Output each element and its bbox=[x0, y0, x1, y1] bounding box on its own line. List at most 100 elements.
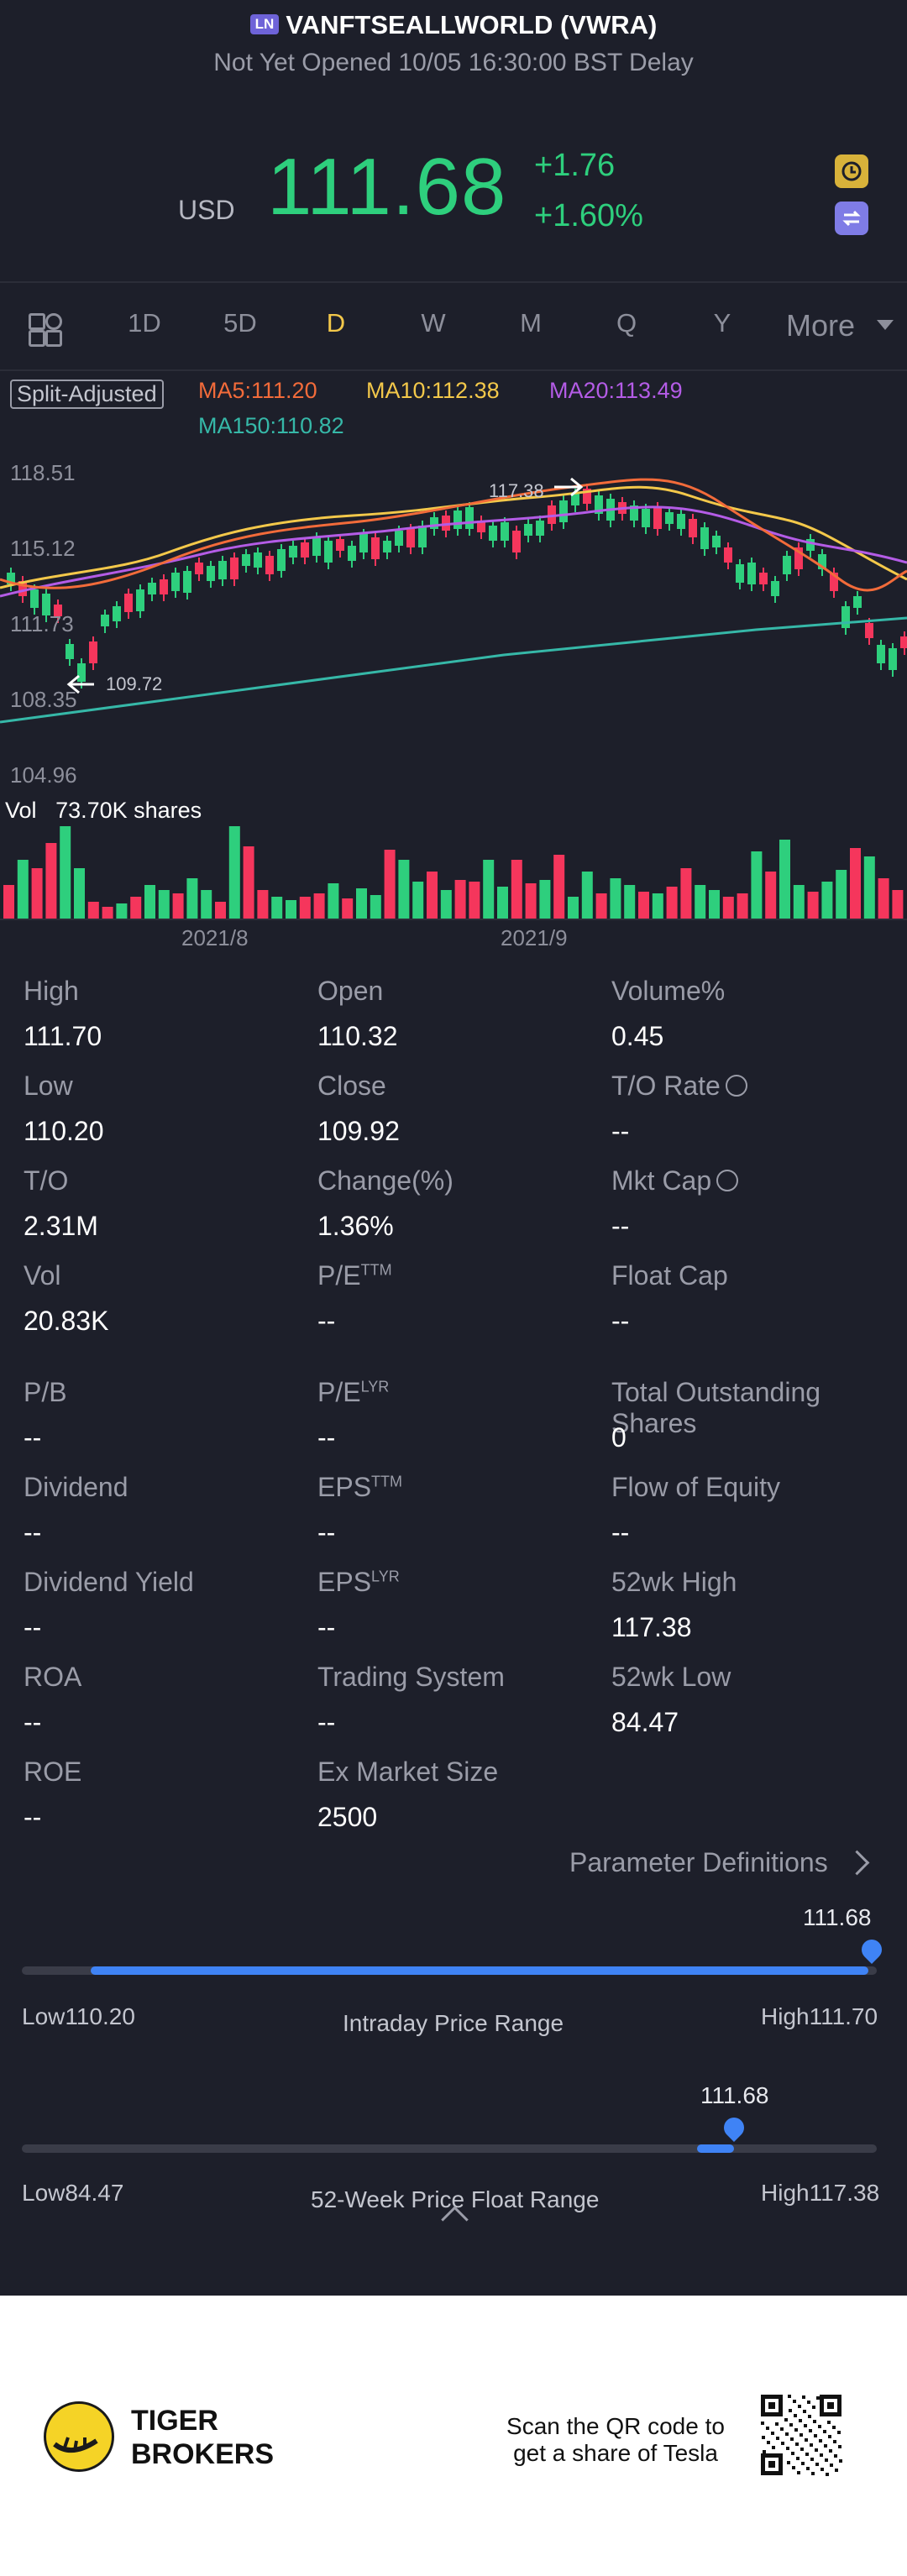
stat-value: 2.31M bbox=[24, 1211, 98, 1241]
qr-module bbox=[766, 2427, 769, 2430]
qr-module bbox=[819, 2439, 822, 2442]
qr-module bbox=[795, 2442, 799, 2446]
volume-bar bbox=[31, 868, 43, 919]
qr-module bbox=[832, 2426, 836, 2429]
tab-q[interactable]: Q bbox=[616, 308, 637, 338]
tab-m[interactable]: M bbox=[520, 308, 542, 338]
info-icon[interactable] bbox=[716, 1169, 739, 1191]
intraday-low: Low110.20 bbox=[22, 2003, 135, 2029]
week52-high: High117.38 bbox=[761, 2180, 880, 2206]
layout-grid-icon[interactable] bbox=[29, 313, 62, 347]
stat-label-text: Mkt Cap bbox=[611, 1165, 712, 1196]
tab-1d[interactable]: 1D bbox=[128, 308, 161, 338]
qr-module bbox=[781, 2442, 784, 2445]
intraday-title: Intraday Price Range bbox=[343, 2010, 564, 2036]
volume-bar bbox=[737, 893, 748, 919]
qr-module bbox=[828, 2435, 831, 2438]
volume-bar bbox=[497, 887, 508, 919]
intraday-current: 111.68 bbox=[803, 1904, 872, 1930]
qr-module bbox=[820, 2453, 823, 2457]
volume-bar bbox=[243, 846, 254, 919]
volume-bar bbox=[228, 826, 240, 919]
week52-low: Low84.47 bbox=[22, 2180, 124, 2206]
volume-bar bbox=[595, 893, 607, 919]
stat-value: -- bbox=[611, 1306, 630, 1336]
stat-label: ROA bbox=[24, 1662, 82, 1692]
split-adjusted-toggle[interactable]: Split-Adjusted bbox=[10, 380, 164, 409]
qr-module bbox=[789, 2423, 793, 2427]
qr-module bbox=[804, 2424, 807, 2427]
tab-w[interactable]: W bbox=[421, 308, 446, 338]
y-label: 108.35 bbox=[10, 687, 77, 712]
location-pin-icon bbox=[857, 1935, 886, 1964]
qr-code-icon bbox=[759, 2393, 843, 2477]
tiger-logo-icon bbox=[44, 2401, 114, 2472]
volume-bar bbox=[863, 856, 875, 919]
divider bbox=[0, 919, 907, 920]
qr-module bbox=[805, 2453, 809, 2456]
clock-icon[interactable] bbox=[835, 154, 868, 188]
volume-bar bbox=[257, 890, 269, 919]
volume-bar bbox=[215, 902, 226, 919]
chevron-right-icon[interactable] bbox=[844, 1850, 870, 1876]
stat-label: 52wk Low bbox=[611, 1662, 731, 1692]
stock-name: VANFTSEALLWORLD (VWRA) bbox=[286, 10, 658, 39]
tab-5d[interactable]: 5D bbox=[223, 308, 257, 338]
footer-banner: TIGER BROKERS Scan the QR code to get a … bbox=[0, 2296, 907, 2576]
last-price: 111.68 bbox=[267, 142, 507, 232]
ma150-line bbox=[0, 616, 907, 724]
qr-module bbox=[784, 2418, 788, 2422]
qr-module bbox=[802, 2395, 805, 2399]
stat-value: -- bbox=[611, 1211, 630, 1241]
volume-bar bbox=[709, 890, 720, 919]
candlestick-chart[interactable] bbox=[0, 453, 907, 789]
ma10-line bbox=[0, 485, 907, 589]
stat-value: 117.38 bbox=[611, 1612, 692, 1642]
volume-bar bbox=[624, 885, 636, 919]
qr-module bbox=[799, 2419, 802, 2422]
parameter-definitions-link[interactable]: Parameter Definitions bbox=[569, 1847, 828, 1877]
chevron-down-icon[interactable] bbox=[877, 320, 894, 330]
volume-bar bbox=[116, 903, 128, 919]
ma5-label: MA5:111.20 bbox=[198, 378, 317, 403]
stat-label: Change(%) bbox=[317, 1165, 454, 1196]
qr-module bbox=[798, 2405, 801, 2408]
volume-bar bbox=[765, 872, 777, 919]
candles bbox=[7, 484, 907, 689]
price-change-pct: +1.60% bbox=[534, 198, 643, 233]
stat-label: ROE bbox=[24, 1757, 82, 1787]
stat-label: Float Cap bbox=[611, 1260, 728, 1291]
stat-value: -- bbox=[317, 1517, 336, 1547]
volume-bar bbox=[370, 895, 381, 919]
volume-bar bbox=[201, 890, 212, 919]
qr-module bbox=[838, 2445, 841, 2448]
stat-label: T/O bbox=[24, 1165, 69, 1196]
volume-bar bbox=[892, 890, 904, 919]
more-tab[interactable]: More bbox=[786, 308, 856, 343]
switch-icon[interactable] bbox=[835, 202, 868, 235]
qr-module bbox=[837, 2431, 841, 2434]
stat-value: 1.36% bbox=[317, 1211, 394, 1241]
volume-bar bbox=[427, 872, 438, 919]
volume-bar bbox=[695, 885, 706, 919]
currency-label: USD bbox=[178, 195, 235, 225]
stat-value: -- bbox=[611, 1116, 630, 1146]
brand-name: TIGER bbox=[131, 2405, 218, 2437]
volume-bar bbox=[342, 898, 354, 919]
stat-label: Trading System bbox=[317, 1662, 505, 1692]
tab-d[interactable]: D bbox=[326, 308, 346, 338]
qr-module bbox=[820, 2468, 824, 2471]
volume-bar bbox=[793, 885, 805, 919]
tab-y[interactable]: Y bbox=[713, 308, 731, 338]
qr-module bbox=[806, 2467, 810, 2470]
volume-bar bbox=[60, 826, 71, 919]
qr-module bbox=[814, 2434, 817, 2437]
stat-value: 110.32 bbox=[317, 1021, 398, 1051]
qr-module bbox=[790, 2437, 794, 2441]
stat-label: Mkt Cap bbox=[611, 1165, 739, 1196]
qr-module bbox=[797, 2471, 800, 2474]
exchange-badge: LN bbox=[249, 13, 280, 34]
stat-label: EPSLYR bbox=[317, 1567, 400, 1598]
info-icon[interactable] bbox=[725, 1074, 747, 1097]
stat-label-sup: LYR bbox=[371, 1568, 400, 1585]
